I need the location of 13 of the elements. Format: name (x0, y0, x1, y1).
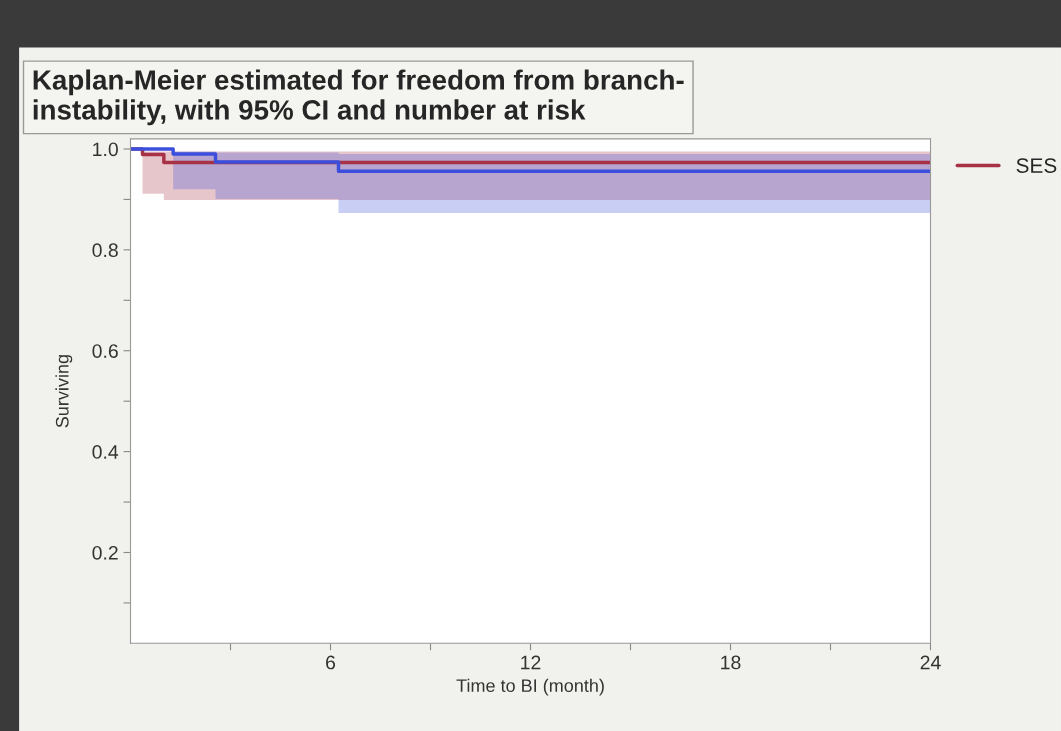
y-tick-label: 0.8 (92, 243, 118, 258)
y-tick-label: 0.4 (92, 445, 119, 459)
y-axis-title: Surviving (55, 355, 73, 428)
x-tick-label: 24 (920, 655, 941, 670)
y-tick-label: 1.0 (93, 142, 118, 157)
x-tick-label: 12 (521, 655, 541, 670)
y-tick-label: 0.2 (92, 545, 118, 560)
y-tick-label: 0.6 (92, 344, 118, 358)
x-tick-label: 18 (721, 655, 741, 670)
x-axis-title: Time to BI (month) (456, 678, 604, 696)
legend-label: SES (1016, 158, 1057, 173)
chart-title: Kaplan-Meier estimated for freedom from branch- instability, with 95% CI and number at risk (33, 69, 684, 126)
x-tick-label: 6 (326, 655, 336, 670)
